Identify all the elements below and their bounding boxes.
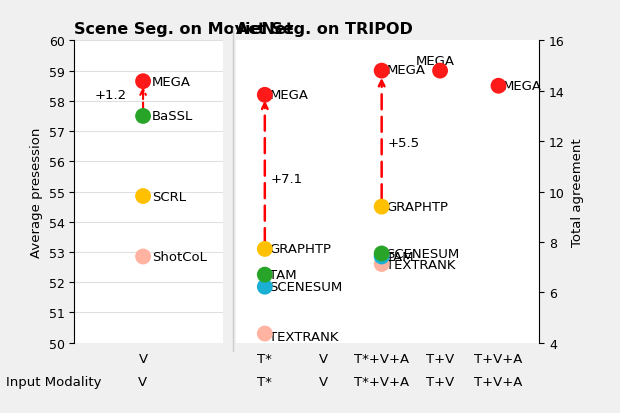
Y-axis label: Average presession: Average presession (30, 127, 43, 257)
Point (260, 330, 270, 337)
Text: MEGA: MEGA (386, 64, 425, 76)
Point (260, 92, 270, 99)
Text: Act Seg. on TRIPOD: Act Seg. on TRIPOD (236, 22, 412, 37)
Text: MEGA: MEGA (153, 76, 191, 88)
Text: MEGA: MEGA (503, 80, 542, 93)
Text: TEXTRANK: TEXTRANK (270, 330, 339, 343)
Text: T*+V+A: T*+V+A (355, 375, 409, 389)
Text: TAM: TAM (386, 250, 414, 263)
Point (435, 68, 445, 75)
Point (260, 272, 270, 278)
Text: GRAPHTP: GRAPHTP (270, 243, 332, 256)
Text: +1.2: +1.2 (95, 89, 127, 102)
Point (377, 261, 387, 268)
Text: SCENESUM: SCENESUM (270, 280, 343, 294)
Text: GRAPHTP: GRAPHTP (386, 201, 448, 214)
Point (377, 254, 387, 260)
Point (260, 284, 270, 290)
Text: TEXTRANK: TEXTRANK (386, 258, 456, 271)
Text: T+V+A: T+V+A (474, 375, 523, 389)
Text: V: V (319, 375, 327, 389)
Text: V: V (138, 375, 147, 389)
Point (138, 254, 148, 260)
Text: T+V: T+V (426, 375, 454, 389)
Text: SCRL: SCRL (153, 190, 186, 203)
Text: MEGA: MEGA (270, 89, 309, 102)
Point (138, 79, 148, 85)
Point (138, 193, 148, 200)
Text: SCENESUM: SCENESUM (386, 247, 459, 260)
Y-axis label: Total agreement: Total agreement (570, 138, 583, 246)
Point (377, 251, 387, 257)
Text: BaSSL: BaSSL (153, 110, 193, 123)
Text: +5.5: +5.5 (388, 137, 420, 150)
Text: TAM: TAM (270, 268, 297, 281)
Point (377, 204, 387, 210)
Text: Input Modality: Input Modality (6, 375, 102, 389)
Point (494, 83, 503, 90)
Text: Scene Seg. on MovieNet: Scene Seg. on MovieNet (74, 22, 294, 37)
Point (138, 113, 148, 120)
Text: MEGA: MEGA (415, 55, 454, 68)
Text: ShotCoL: ShotCoL (153, 250, 207, 263)
Point (260, 246, 270, 253)
Point (377, 68, 387, 75)
Text: +7.1: +7.1 (271, 173, 303, 186)
Text: T*: T* (257, 375, 272, 389)
